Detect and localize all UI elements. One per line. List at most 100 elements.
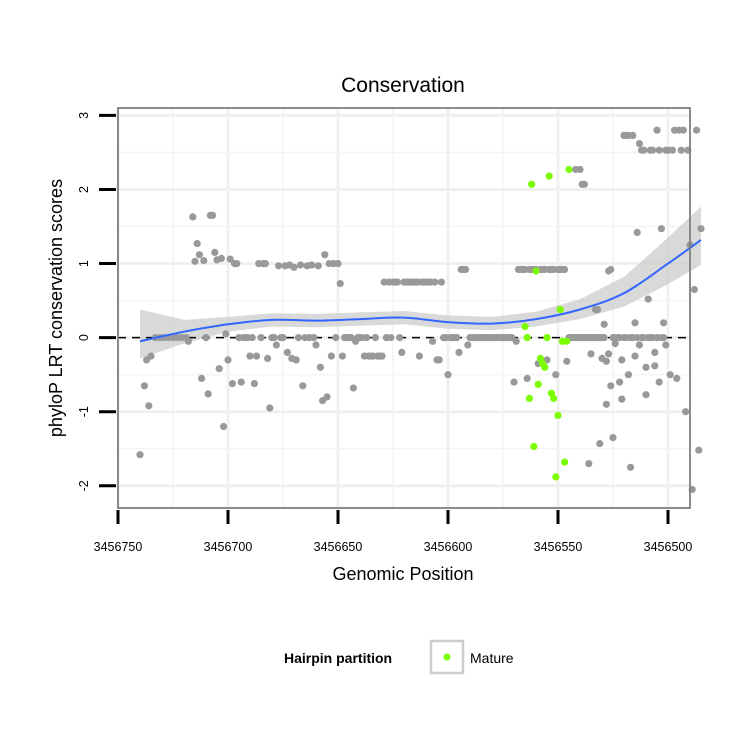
data-point-other bbox=[455, 348, 463, 356]
data-point-other bbox=[618, 395, 626, 403]
data-point-other bbox=[655, 378, 663, 386]
data-point-other bbox=[695, 446, 703, 454]
data-point-other bbox=[510, 378, 518, 386]
data-point-other bbox=[334, 260, 342, 268]
data-point-other bbox=[224, 356, 232, 364]
data-point-other bbox=[635, 341, 644, 349]
data-point-other bbox=[607, 382, 615, 390]
data-point-other bbox=[605, 350, 613, 358]
data-point-other bbox=[596, 440, 604, 448]
data-point-other bbox=[594, 305, 602, 314]
data-point-other bbox=[246, 352, 254, 360]
data-point-other bbox=[290, 263, 298, 271]
data-point-mature bbox=[541, 363, 549, 371]
data-point-other bbox=[371, 334, 379, 342]
data-point-other bbox=[512, 337, 520, 345]
data-point-other bbox=[387, 334, 395, 342]
x-tick-label: 3456750 bbox=[94, 540, 143, 554]
data-point-other bbox=[266, 404, 274, 412]
data-point-other bbox=[261, 260, 269, 268]
data-point-other bbox=[633, 228, 641, 236]
data-point-other bbox=[602, 400, 611, 408]
x-axis: 3456750 3456700 3456650 3456600 3456550 34565… bbox=[94, 510, 692, 554]
x-tick-label: 3456700 bbox=[204, 540, 253, 554]
data-point-other bbox=[651, 362, 659, 370]
data-point-mature bbox=[530, 442, 538, 451]
data-point-other bbox=[644, 295, 652, 303]
data-point-other bbox=[250, 380, 258, 388]
data-point-other bbox=[609, 434, 617, 442]
y-tick-label: 2 bbox=[77, 186, 91, 193]
data-point-other bbox=[642, 391, 650, 399]
data-point-other bbox=[248, 334, 256, 342]
data-point-other bbox=[279, 334, 287, 342]
data-point-other bbox=[378, 352, 386, 360]
data-point-other bbox=[429, 337, 437, 345]
smooth-trend-line bbox=[139, 239, 702, 343]
data-point-other bbox=[576, 165, 584, 174]
data-point-other bbox=[580, 180, 589, 188]
data-point-other bbox=[437, 278, 445, 286]
data-point-other bbox=[191, 257, 199, 265]
data-point-other bbox=[327, 352, 335, 360]
data-point-other bbox=[585, 460, 593, 468]
data-point-mature bbox=[525, 394, 534, 402]
x-axis-title: Genomic Position bbox=[332, 564, 473, 584]
data-point-other bbox=[611, 340, 619, 348]
data-point-other bbox=[336, 280, 344, 288]
data-point-other bbox=[189, 213, 197, 221]
data-point-other bbox=[668, 146, 677, 154]
data-point-other bbox=[561, 265, 569, 274]
data-point-other bbox=[253, 352, 261, 360]
data-point-other bbox=[563, 357, 571, 365]
data-point-other bbox=[211, 248, 219, 256]
data-point-other bbox=[693, 126, 701, 134]
data-point-other bbox=[677, 146, 685, 154]
data-point-other bbox=[602, 357, 611, 365]
data-point-mature bbox=[521, 322, 529, 331]
plot-panel bbox=[116, 107, 705, 509]
data-point-other bbox=[209, 211, 217, 219]
y-tick-label: 0 bbox=[77, 334, 91, 341]
data-point-other bbox=[316, 363, 324, 371]
data-point-other bbox=[220, 422, 228, 431]
data-point-other bbox=[653, 126, 661, 134]
data-point-mature bbox=[532, 267, 540, 275]
data-point-other bbox=[184, 337, 192, 345]
data-point-other bbox=[649, 146, 657, 154]
points-other-series bbox=[136, 126, 705, 494]
data-point-other bbox=[662, 341, 670, 349]
data-point-other bbox=[631, 319, 639, 327]
data-point-other bbox=[198, 374, 206, 382]
data-point-other bbox=[215, 365, 223, 373]
data-point-other bbox=[283, 348, 291, 356]
data-point-other bbox=[396, 334, 404, 342]
legend: Hairpin partition Mature bbox=[284, 639, 514, 675]
data-point-other bbox=[431, 278, 439, 286]
data-point-other bbox=[297, 261, 305, 269]
data-point-other bbox=[233, 260, 241, 268]
data-point-other bbox=[140, 382, 148, 390]
data-point-other bbox=[272, 341, 280, 349]
data-point-other bbox=[257, 334, 265, 342]
data-point-other bbox=[299, 382, 307, 390]
data-point-other bbox=[275, 262, 283, 270]
data-point-other bbox=[453, 334, 461, 342]
x-tick-label: 3456650 bbox=[314, 540, 363, 554]
y-tick-label: -2 bbox=[77, 480, 91, 491]
data-point-other bbox=[332, 334, 340, 342]
x-tick-label: 3456600 bbox=[424, 540, 473, 554]
data-point-other bbox=[321, 251, 329, 259]
data-point-other bbox=[237, 378, 245, 386]
data-point-other bbox=[673, 374, 681, 382]
data-point-mature bbox=[543, 334, 551, 342]
data-point-other bbox=[690, 285, 699, 294]
data-point-other bbox=[629, 131, 637, 139]
data-point-other bbox=[600, 334, 608, 342]
data-point-other bbox=[666, 371, 674, 379]
data-point-other bbox=[338, 352, 346, 360]
data-point-other bbox=[292, 356, 300, 364]
points-mature-series bbox=[521, 165, 573, 481]
data-point-other bbox=[294, 334, 302, 342]
chart-title: Conservation bbox=[341, 74, 465, 97]
